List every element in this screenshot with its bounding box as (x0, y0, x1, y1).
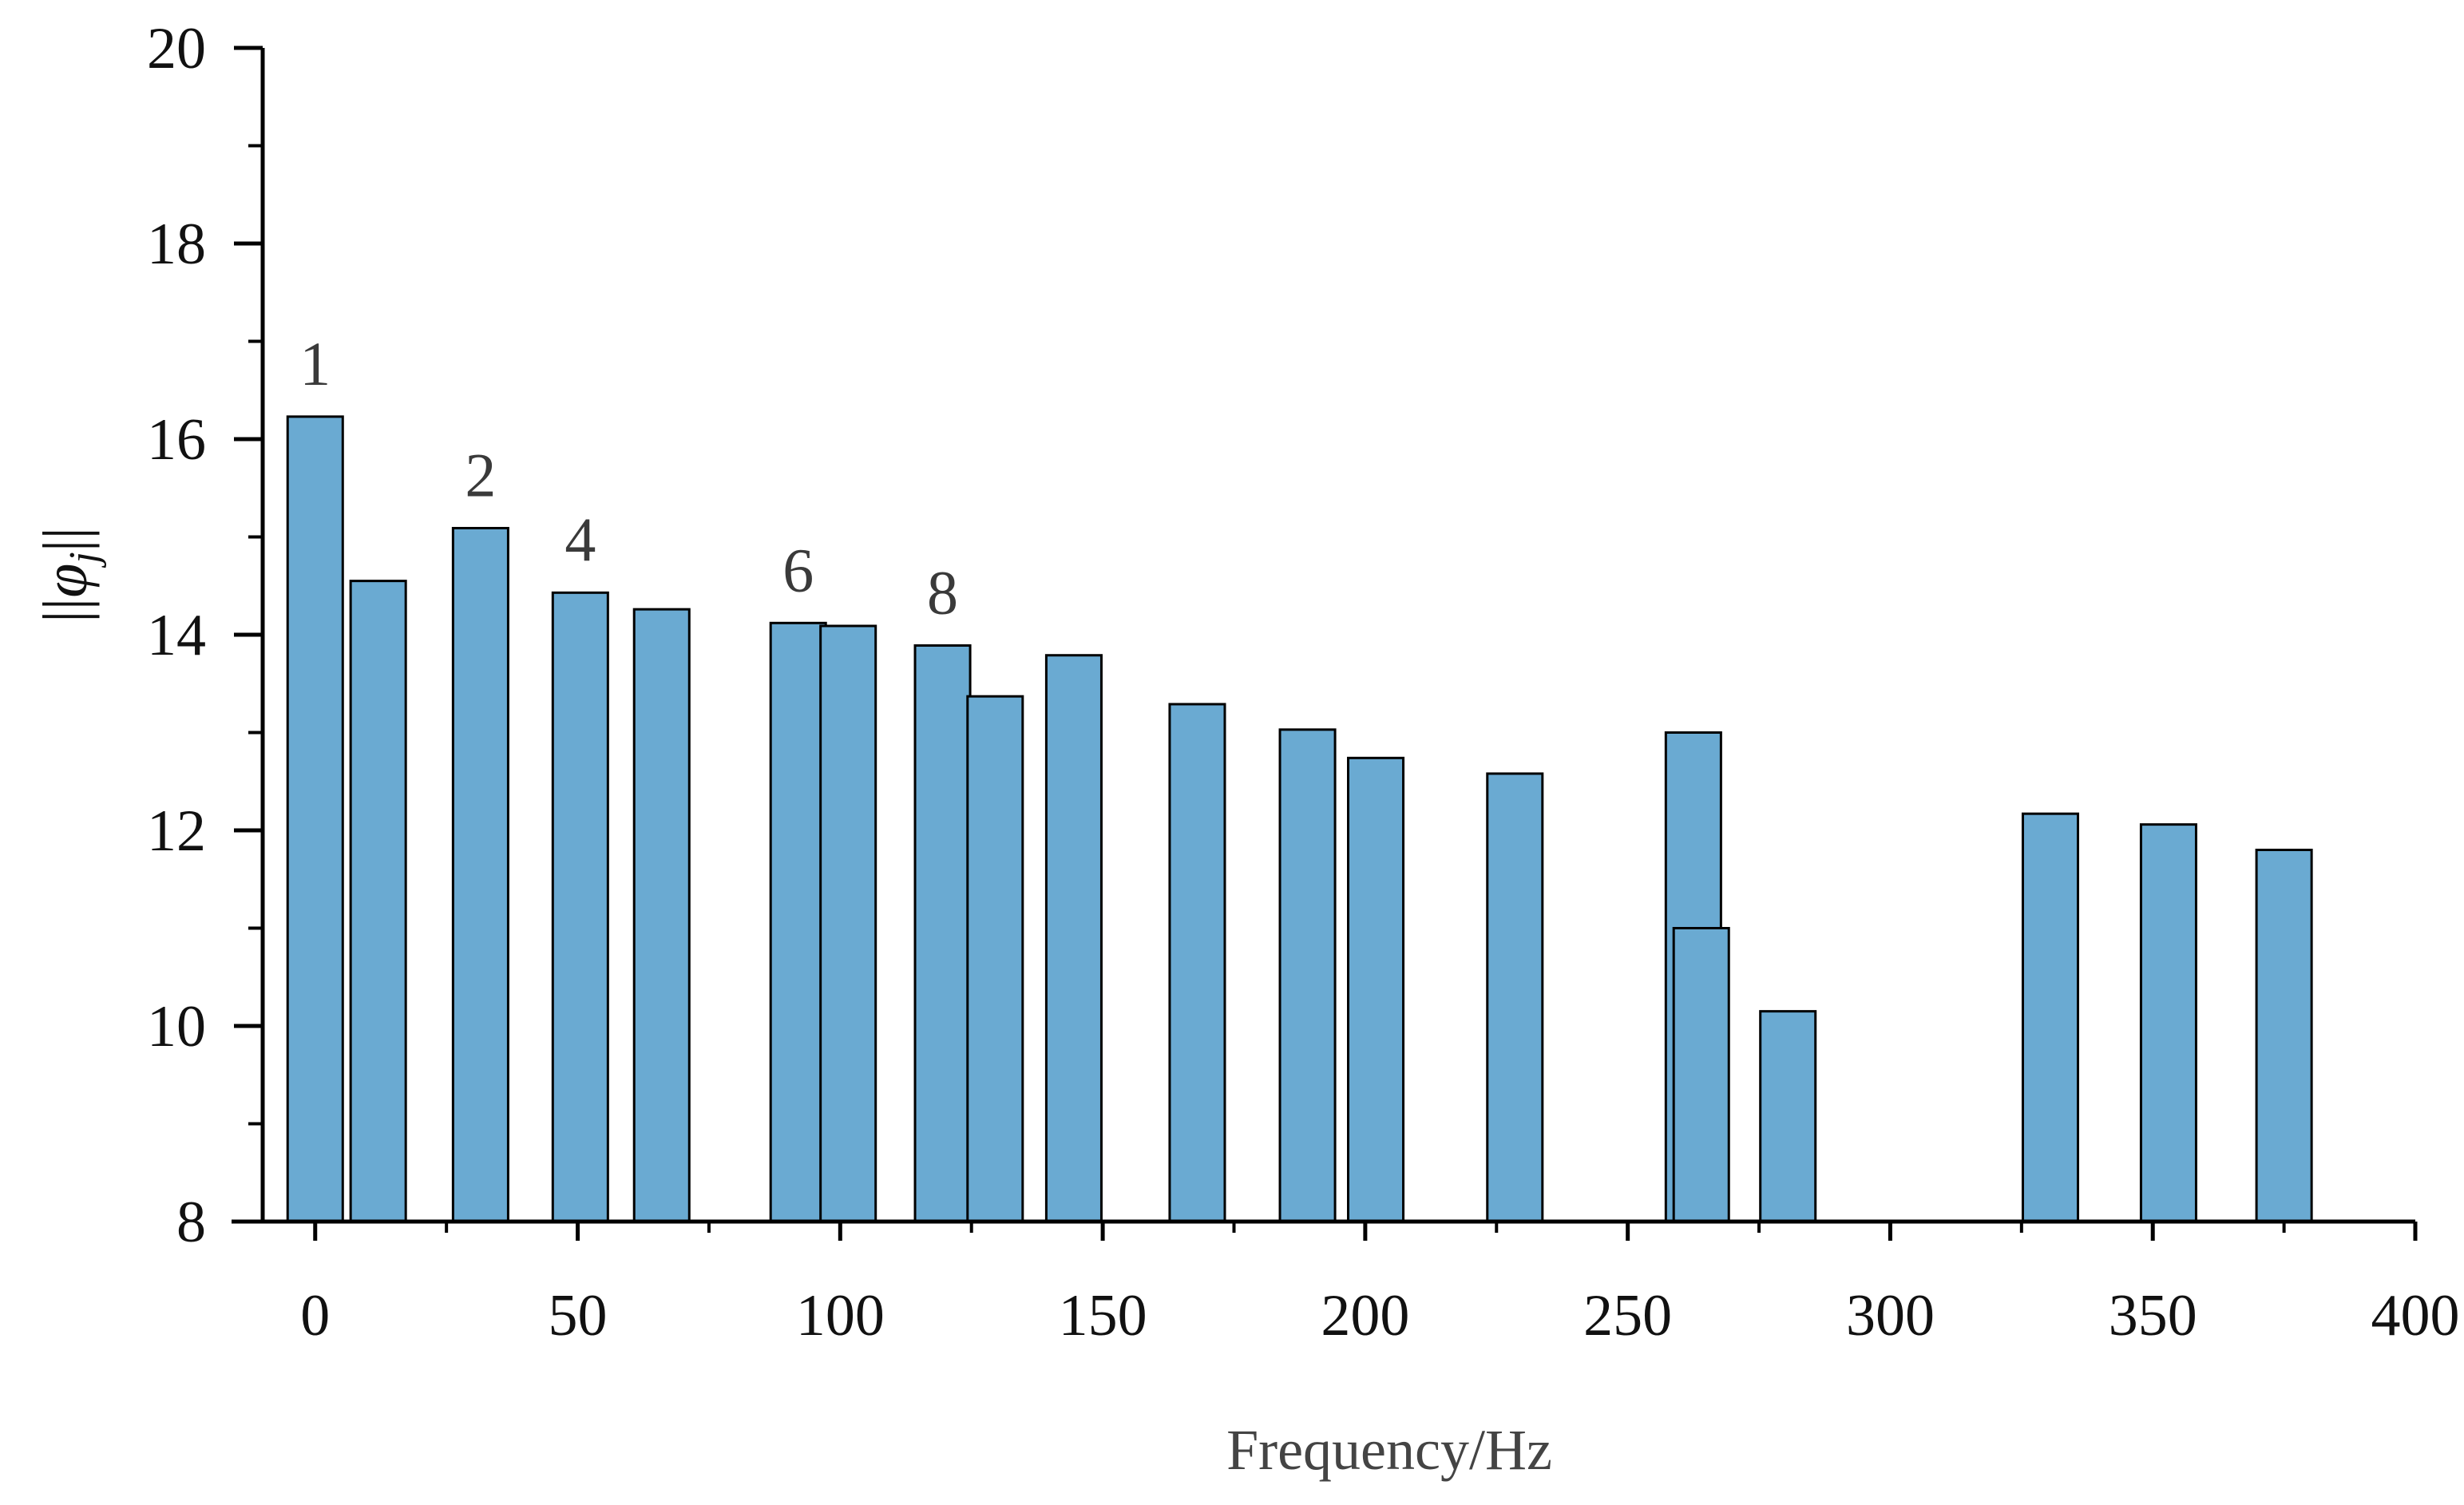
bar-label: 2 (465, 440, 496, 509)
x-tick-label: 100 (796, 1283, 885, 1349)
x-ticks: 0 50 100 150 200 250 300 350 400 (300, 1222, 2460, 1349)
bar (2021, 812, 2080, 1223)
y-axis-title-pre: || (30, 598, 100, 623)
bar (349, 580, 407, 1223)
bar-label: 4 (565, 505, 596, 574)
bar (551, 591, 609, 1223)
bar (769, 621, 827, 1223)
bar (966, 695, 1024, 1223)
x-tick-label: 200 (1321, 1283, 1409, 1349)
bar (451, 526, 509, 1223)
bar (1347, 756, 1405, 1223)
y-tick-label: 16 (147, 407, 206, 473)
y-tick-label: 8 (176, 1190, 206, 1255)
y-axis-title-post: || (30, 527, 100, 552)
x-tick-label: 0 (300, 1283, 330, 1349)
bar (1278, 728, 1337, 1223)
bar (913, 644, 972, 1223)
x-tick-label: 150 (1059, 1283, 1147, 1349)
y-axis-title-phi: φ (30, 564, 100, 598)
bar (819, 624, 877, 1223)
y-tick-label: 12 (147, 798, 206, 864)
x-tick-label: 50 (549, 1283, 608, 1349)
bar (1486, 772, 1544, 1223)
bar-label: 8 (927, 557, 958, 627)
x-axis-title: Frequency/Hz (1226, 1418, 1552, 1482)
bar (286, 415, 344, 1223)
bar (1672, 927, 1730, 1223)
bar (632, 608, 691, 1223)
bars-layer (286, 415, 2313, 1223)
y-axis-title: ||φj|| (30, 527, 107, 623)
bar-label: 1 (299, 329, 331, 398)
y-tick-label: 10 (147, 994, 206, 1059)
x-tick-label: 400 (2371, 1283, 2460, 1349)
y-ticks: 8 10 12 14 16 18 20 (147, 16, 263, 1255)
x-tick-label: 300 (1846, 1283, 1935, 1349)
bar-labels-layer: 1 24 6 8 (299, 329, 958, 628)
y-tick-label: 14 (147, 603, 206, 668)
bar (1044, 654, 1103, 1223)
bar (2139, 823, 2197, 1223)
y-axis-title-sub: j (61, 552, 107, 568)
bar (2255, 849, 2313, 1223)
bar (1759, 1010, 1817, 1223)
y-tick-label: 18 (147, 212, 206, 277)
x-tick-label: 350 (2109, 1283, 2197, 1349)
x-tick-label: 250 (1583, 1283, 1672, 1349)
bar-label: 6 (782, 535, 814, 604)
y-tick-label: 20 (147, 16, 206, 81)
bar (1168, 703, 1226, 1223)
